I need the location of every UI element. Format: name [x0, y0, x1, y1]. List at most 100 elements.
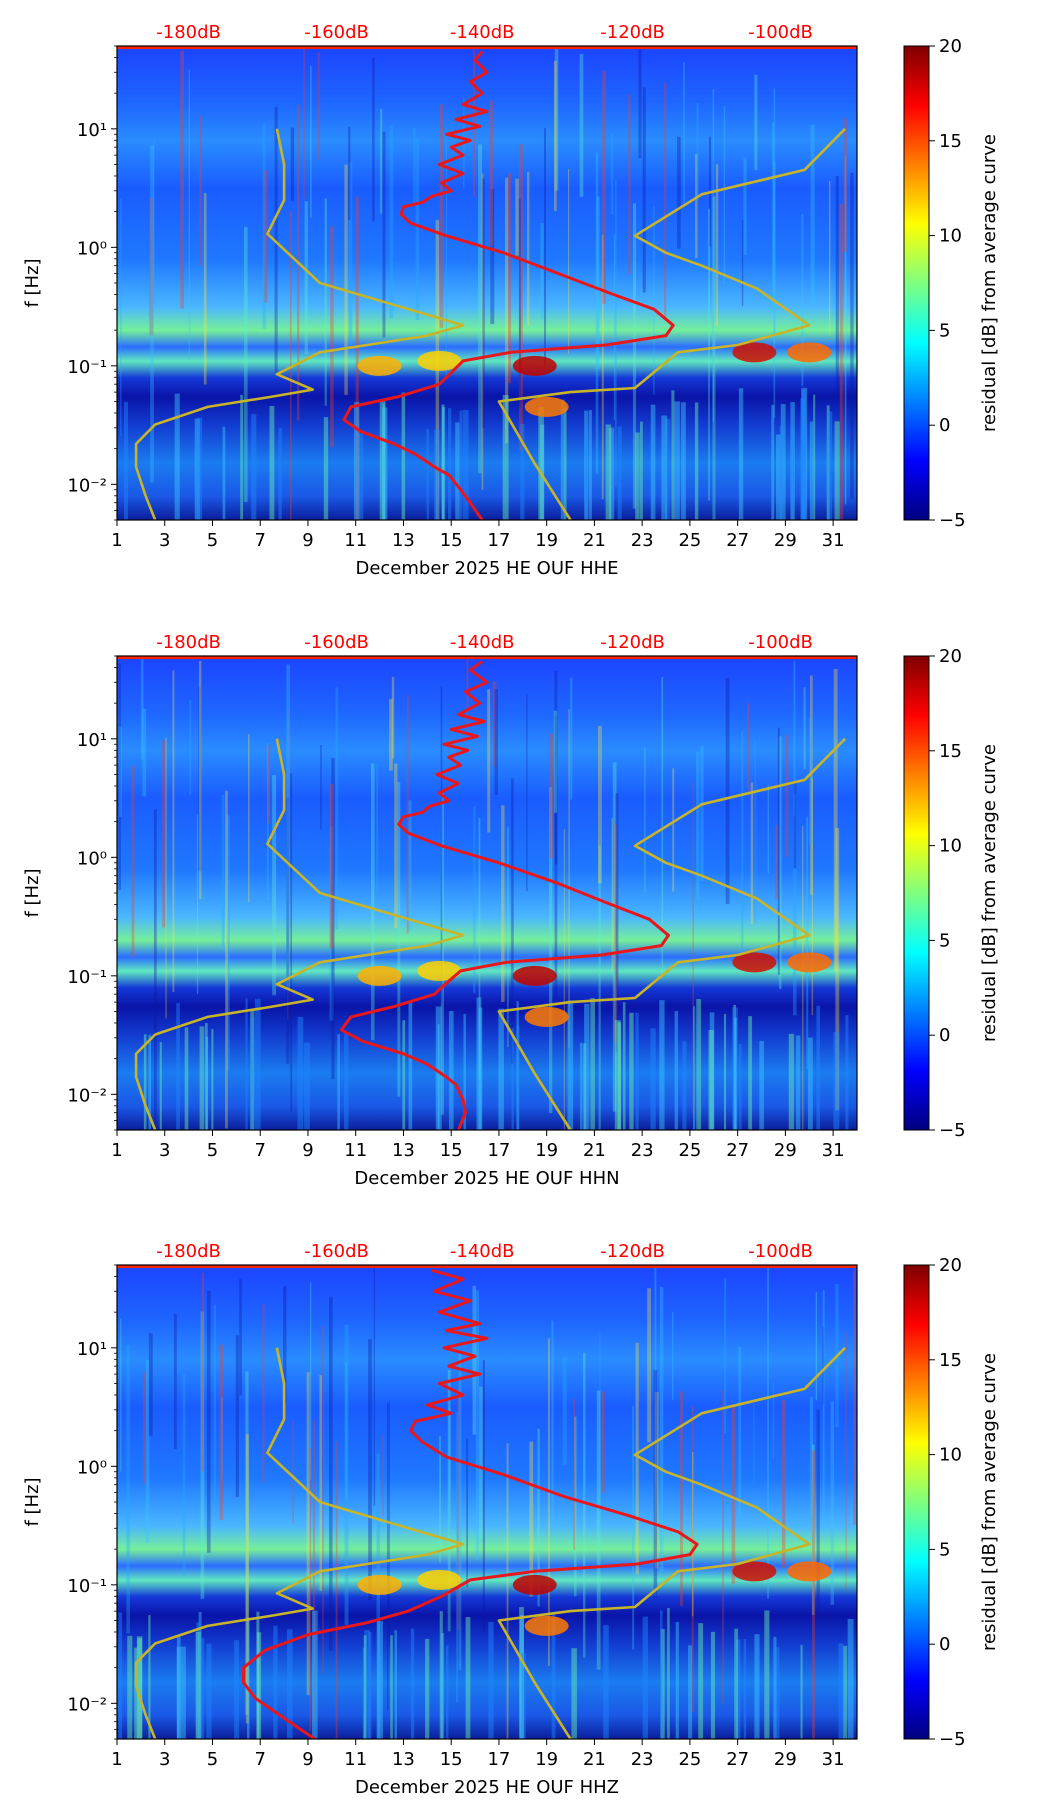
y-axis-label: f [Hz] [22, 258, 43, 307]
colorbar-tick-label: −5 [939, 1120, 966, 1141]
series-line-gold-1 [497, 127, 847, 520]
x-tick-label: 25 [678, 530, 701, 551]
x-tick-label: 13 [392, 530, 415, 551]
colorbar: −5 0 5 10 15 20 residual [dB] from average cur… [903, 1255, 1000, 1750]
x-tick-label: 23 [631, 1749, 654, 1770]
y-tick-label: 10⁰ [77, 848, 107, 869]
colorbar: −5 0 5 10 15 20 residual [dB] from average cur… [903, 36, 1000, 531]
colorbar: −5 0 5 10 15 20 residual [dB] from average cur… [903, 646, 1000, 1141]
colorbar-gradient [903, 1264, 930, 1740]
spectrogram-background [117, 46, 857, 520]
x-tick-label: 21 [583, 530, 606, 551]
series-line-gold-2 [134, 1347, 465, 1739]
colorbar-label: residual [dB] from average curve [979, 744, 1000, 1042]
colorbar-tick-label: 20 [939, 36, 962, 57]
spectrogram-background [117, 656, 857, 1130]
series-line-gold-1 [497, 737, 847, 1130]
x-tick-label: 31 [822, 1140, 845, 1161]
x-tick-label: 23 [631, 1140, 654, 1161]
spectrogram-background [117, 1265, 857, 1739]
y-tick-label: 10⁻² [67, 1694, 107, 1715]
x-tick-label: 11 [344, 530, 367, 551]
x-tick-label: 31 [822, 1749, 845, 1770]
top-db-label: -180dB [156, 22, 221, 43]
x-tick-label: 25 [678, 1140, 701, 1161]
spectrogram-area [117, 1265, 857, 1739]
panel-hhe: 1 3 5 7 9 11 13 15 17 19 21 23 25 27 29 3110⁻²10⁻¹10⁰10… [22, 22, 1000, 579]
x-tick-label: 1 [111, 530, 122, 551]
x-axis-label: December 2025 HE OUF HHN [354, 1168, 619, 1189]
series-line-gold-2 [134, 128, 465, 520]
colorbar-tick-label: −5 [939, 1729, 966, 1750]
x-tick-label: 29 [774, 1749, 797, 1770]
y-tick-label: 10¹ [77, 730, 107, 751]
colorbar-tick-label: −5 [939, 510, 966, 531]
colorbar-tick-label: 15 [939, 1350, 962, 1371]
top-db-label: -100dB [748, 632, 813, 653]
colorbar-tick-label: 20 [939, 646, 962, 667]
x-tick-label: 17 [487, 530, 510, 551]
x-tick-label: 17 [487, 1749, 510, 1770]
series-line-red-0 [339, 660, 670, 1130]
top-db-label: -180dB [156, 1241, 221, 1262]
colorbar-tick-label: 20 [939, 1255, 962, 1276]
x-tick-label: 9 [302, 530, 313, 551]
top-db-label: -120dB [600, 1241, 665, 1262]
top-db-label: -160dB [304, 22, 369, 43]
x-tick-label: 3 [159, 1140, 170, 1161]
colorbar-tick-label: 5 [939, 930, 950, 951]
x-tick-label: 15 [440, 1749, 463, 1770]
x-tick-label: 21 [583, 1140, 606, 1161]
series-line-gold-2 [134, 738, 465, 1130]
x-tick-label: 27 [726, 1749, 749, 1770]
x-tick-label: 13 [392, 1749, 415, 1770]
x-tick-label: 19 [535, 1140, 558, 1161]
top-db-label: -100dB [748, 1241, 813, 1262]
colorbar-gradient [903, 45, 930, 521]
top-db-label: -180dB [156, 632, 221, 653]
y-axis-label: f [Hz] [22, 868, 43, 917]
x-tick-label: 5 [207, 1140, 218, 1161]
spectrogram-texture [117, 46, 857, 520]
colorbar-tick-label: 5 [939, 1539, 950, 1560]
colorbar-tick-label: 15 [939, 131, 962, 152]
spectrogram-area [117, 656, 857, 1130]
x-tick-label: 3 [159, 530, 170, 551]
x-axis-label: December 2025 HE OUF HHE [355, 558, 618, 579]
x-tick-label: 31 [822, 530, 845, 551]
x-tick-label: 9 [302, 1140, 313, 1161]
series-line-gold-1 [497, 1346, 847, 1739]
x-tick-label: 11 [344, 1140, 367, 1161]
spectrogram-texture [117, 1265, 857, 1739]
series-line-red-0 [242, 1268, 699, 1739]
x-tick-label: 25 [678, 1749, 701, 1770]
panel-hhn: 1 3 5 7 9 11 13 15 17 19 21 23 25 27 29 3110⁻²10⁻¹10⁰10… [22, 632, 1000, 1189]
panel-hhz: 1 3 5 7 9 11 13 15 17 19 21 23 25 27 29 3110⁻²10⁻¹10⁰10… [22, 1241, 1000, 1798]
top-db-label: -160dB [304, 632, 369, 653]
colorbar-tick-label: 5 [939, 320, 950, 341]
top-db-label: -100dB [748, 22, 813, 43]
top-db-label: -120dB [600, 632, 665, 653]
y-tick-label: 10⁰ [77, 1457, 107, 1478]
top-db-label: -160dB [304, 1241, 369, 1262]
y-tick-label: 10⁻¹ [67, 967, 107, 988]
y-axis-label: f [Hz] [22, 1477, 43, 1526]
x-tick-label: 1 [111, 1140, 122, 1161]
top-db-label: -120dB [600, 22, 665, 43]
x-tick-label: 19 [535, 530, 558, 551]
x-tick-label: 17 [487, 1140, 510, 1161]
x-tick-label: 5 [207, 1749, 218, 1770]
x-tick-label: 9 [302, 1749, 313, 1770]
y-tick-label: 10⁻¹ [67, 357, 107, 378]
y-tick-label: 10¹ [77, 120, 107, 141]
x-tick-label: 11 [344, 1749, 367, 1770]
x-tick-label: 3 [159, 1749, 170, 1770]
y-tick-label: 10¹ [77, 1339, 107, 1360]
colorbar-tick-label: 15 [939, 741, 962, 762]
x-tick-label: 7 [254, 530, 265, 551]
colorbar-label: residual [dB] from average curve [979, 134, 1000, 432]
top-db-label: -140dB [450, 632, 515, 653]
x-tick-label: 23 [631, 530, 654, 551]
series-line-red-0 [342, 50, 675, 520]
